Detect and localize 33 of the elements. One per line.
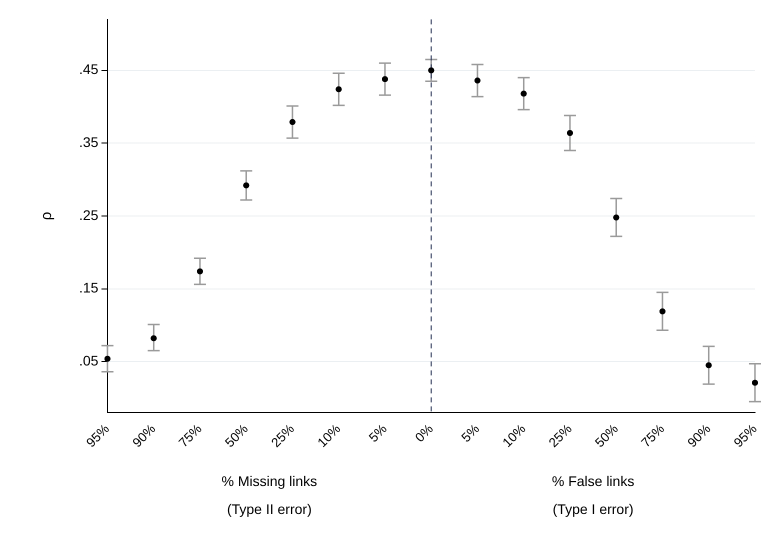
x-tick-label: 95%: [730, 420, 760, 450]
y-tick-label: .15: [78, 280, 99, 296]
point: [289, 119, 296, 126]
x-tick-label: 90%: [129, 420, 159, 450]
point: [336, 86, 342, 92]
x-tick-label: 90%: [684, 420, 714, 450]
point: [659, 308, 666, 314]
y-tick-label: .25: [78, 206, 99, 223]
x-tick-label: 50%: [222, 420, 252, 450]
text: % Missing links (Type II error): [221, 473, 318, 517]
point: [474, 78, 480, 84]
point: [752, 380, 758, 386]
point: [243, 182, 250, 188]
point: [150, 335, 157, 342]
point: [706, 362, 712, 368]
y-axis-title: ρ: [38, 212, 56, 220]
point: [520, 90, 527, 97]
x-tick-label: 0%: [412, 420, 436, 446]
point: [382, 76, 388, 82]
x-tick-label: 75%: [176, 420, 205, 450]
text: % False links (Type I error): [552, 473, 634, 517]
x-tick-label: 5%: [458, 420, 482, 446]
x-tick-label: 5%: [366, 420, 390, 446]
y-tick-label: .45: [78, 61, 99, 78]
point: [566, 130, 573, 136]
x-tick-label: 95%: [83, 420, 112, 450]
y-tick-label: .05: [78, 352, 99, 368]
x-tick-label: 50%: [592, 420, 622, 450]
point: [613, 214, 620, 220]
x-tick-label: 75%: [638, 420, 668, 450]
point: [428, 67, 434, 74]
point: [196, 268, 203, 274]
y-tick-label: .35: [78, 134, 99, 150]
